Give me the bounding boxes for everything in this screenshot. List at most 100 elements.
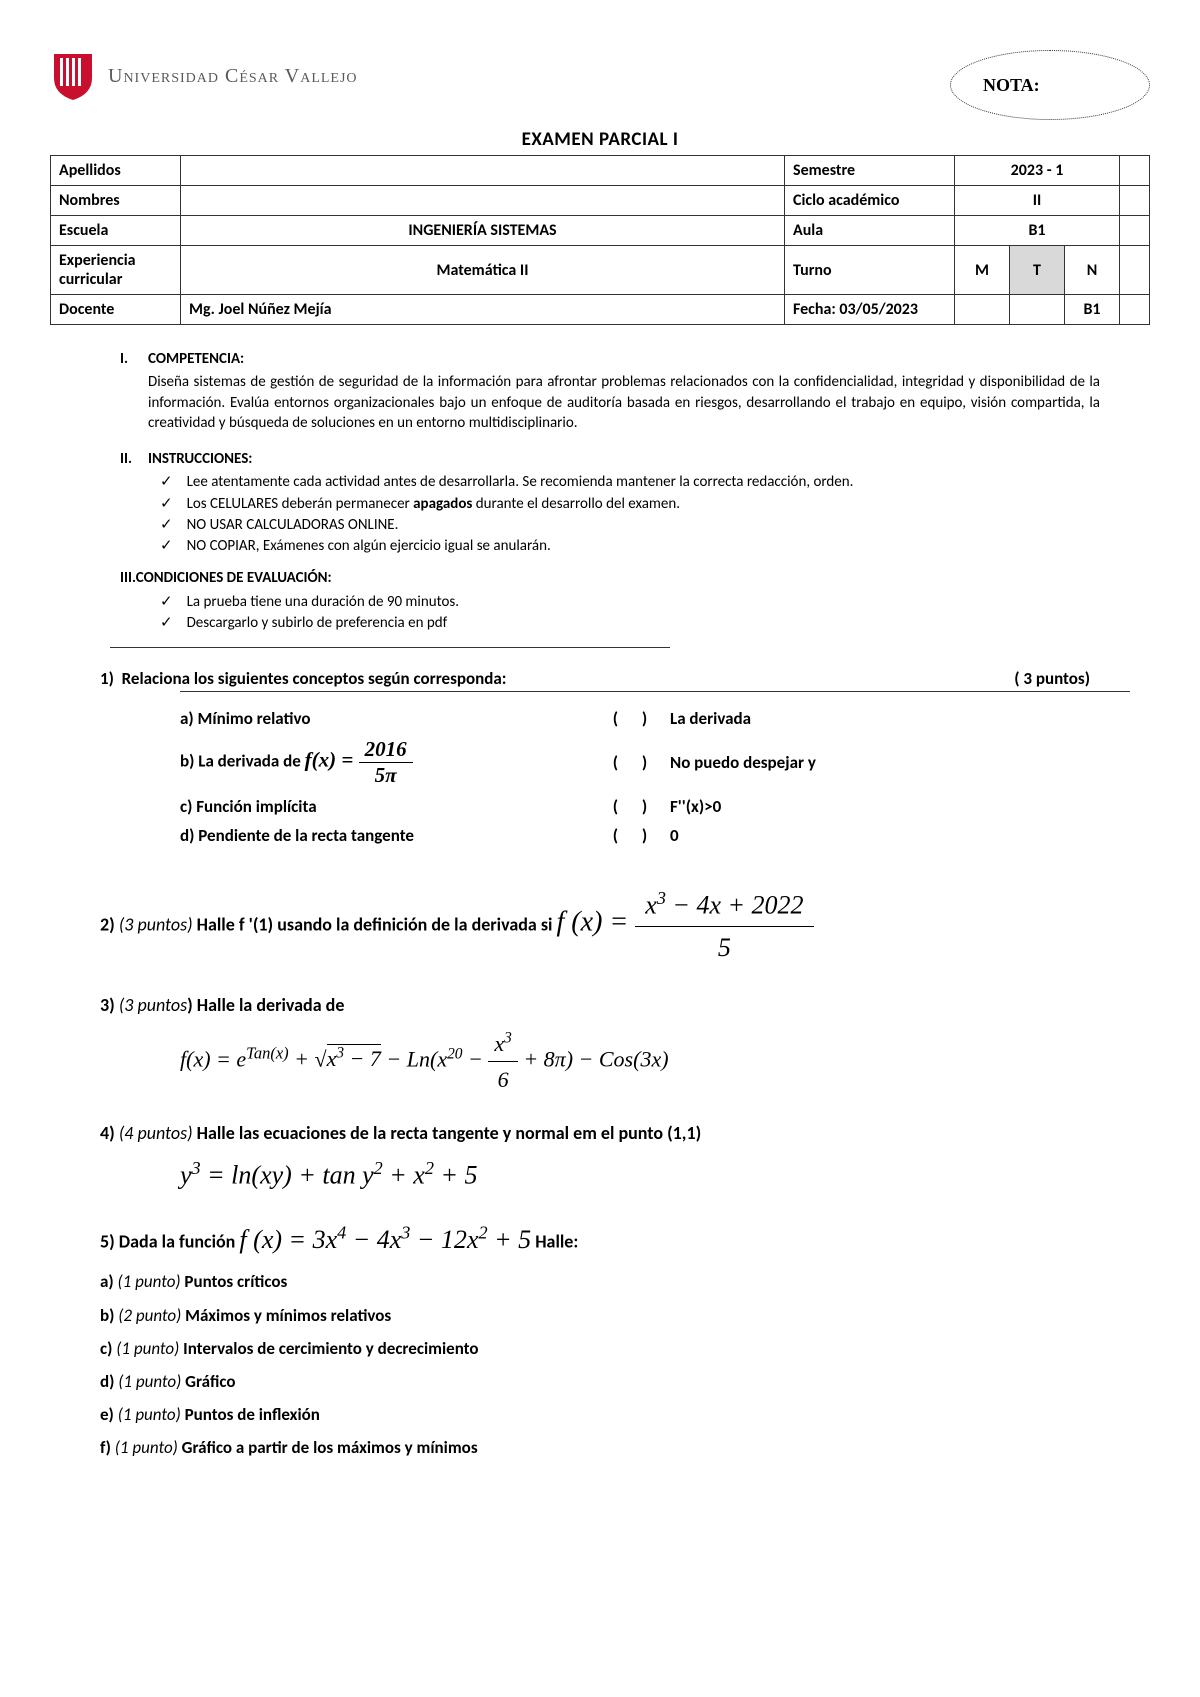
lbl-exp: Experiencia curricular: [51, 246, 181, 295]
paren: ( ): [600, 825, 670, 846]
q5-sublist: a) (1 punto) Puntos críticos b) (2 punto…: [100, 1268, 1130, 1461]
cell-blank: [955, 295, 1010, 325]
cell-blank: [1120, 156, 1150, 186]
page-header: Universidad César Vallejo NOTA:: [50, 50, 1150, 120]
instrucciones-section: II.INSTRUCCIONES: Lee atentamente cada a…: [120, 449, 1100, 556]
university-name: Universidad César Vallejo: [108, 65, 358, 88]
q4-pts: (4 puntos): [119, 1122, 197, 1144]
q5: 5) Dada la función f (x) = 3x4 − 4x3 − 1…: [100, 1218, 1130, 1461]
q3-pts: (3 puntos: [119, 994, 187, 1016]
condiciones-list: La prueba tiene una duración de 90 minut…: [160, 592, 1100, 634]
q5-pre: 5) Dada la función: [100, 1231, 239, 1253]
match-left: d) Pendiente de la recta tangente: [180, 825, 600, 846]
logo-block: Universidad César Vallejo: [50, 50, 358, 102]
cell-blank: [1120, 186, 1150, 216]
condiciones-heading: CONDICIONES DE EVALUACIÓN:: [136, 569, 332, 587]
val-semestre: 2023 - 1: [955, 156, 1120, 186]
table-row: Experiencia curricular Matemática II Tur…: [51, 246, 1150, 295]
q5-post: Halle:: [535, 1231, 578, 1253]
list-item: La prueba tiene una duración de 90 minut…: [160, 592, 1100, 612]
shield-logo-icon: [50, 50, 96, 102]
q3-num: 3): [100, 994, 119, 1016]
val-ciclo: II: [955, 186, 1120, 216]
q4-text: Halle las ecuaciones de la recta tangent…: [197, 1122, 702, 1144]
match-left: b) La derivada de f(x) = 20165π: [180, 737, 600, 788]
lbl-ciclo: Ciclo académico: [785, 186, 955, 216]
q2-text: Halle f '(1) usando la definición de la …: [197, 914, 557, 936]
match-left: c) Función implícita: [180, 796, 600, 817]
q5-d: d) (1 punto) Gráfico: [100, 1368, 1130, 1395]
info-table: Apellidos Semestre 2023 - 1 Nombres Cicl…: [50, 155, 1150, 325]
condiciones-section: III.CONDICIONES DE EVALUACIÓN: La prueba…: [120, 568, 1100, 633]
q4-num: 4): [100, 1122, 119, 1144]
lbl-turno: Turno: [785, 246, 955, 295]
val-aula: B1: [955, 216, 1120, 246]
lbl-semestre: Semestre: [785, 156, 955, 186]
nota-label: NOTA:: [983, 75, 1040, 96]
instrucciones-heading: INSTRUCCIONES:: [148, 450, 252, 468]
paren: ( ): [600, 796, 670, 817]
competencia-body: Diseña sistemas de gestión de seguridad …: [148, 372, 1100, 433]
match-row: c) Función implícita ( ) F''(x)>0: [180, 796, 1110, 817]
q1-points: ( 3 puntos): [1014, 668, 1090, 689]
list-item: NO USAR CALCULADORAS ONLINE.: [160, 515, 1100, 535]
q2-pts: (3 puntos): [119, 914, 197, 936]
val-escuela: INGENIERÍA SISTEMAS: [181, 216, 785, 246]
q1-match-box: a) Mínimo relativo ( ) La derivada b) La…: [180, 691, 1130, 862]
paren: ( ): [600, 752, 670, 773]
table-row: Escuela INGENIERÍA SISTEMAS Aula B1: [51, 216, 1150, 246]
val-apellidos: [181, 156, 785, 186]
lbl-fecha: Fecha: 03/05/2023: [785, 295, 955, 325]
match-row: d) Pendiente de la recta tangente ( ) 0: [180, 825, 1110, 846]
q4: 4) (4 puntos) Halle las ecuaciones de la…: [100, 1119, 1130, 1196]
turno-t: T: [1010, 246, 1065, 295]
q3: 3) (3 puntos) Halle la derivada de f(x) …: [100, 991, 1130, 1097]
q2-num: 2): [100, 914, 119, 936]
match-row: b) La derivada de f(x) = 20165π ( ) No p…: [180, 737, 1110, 788]
val-b1: B1: [1065, 295, 1120, 325]
q2-num-frac: x3 − 4x + 2022: [635, 884, 813, 927]
match-right: La derivada: [670, 708, 1110, 729]
cell-blank: [1120, 295, 1150, 325]
q5-e: e) (1 punto) Puntos de inflexión: [100, 1401, 1130, 1428]
val-nombres: [181, 186, 785, 216]
table-row: Apellidos Semestre 2023 - 1: [51, 156, 1150, 186]
q5-a: a) (1 punto) Puntos críticos: [100, 1268, 1130, 1295]
q5-f: f) (1 punto) Gráfico a partir de los máx…: [100, 1434, 1130, 1461]
list-item: Descargarlo y subirlo de preferencia en …: [160, 613, 1100, 633]
lbl-apellidos: Apellidos: [51, 156, 181, 186]
cell-blank: [1120, 246, 1150, 295]
grade-bubble: NOTA:: [950, 50, 1150, 120]
divider: [110, 647, 670, 648]
q1-prompt: Relaciona los siguientes conceptos según…: [122, 668, 507, 689]
table-row: Nombres Ciclo académico II: [51, 186, 1150, 216]
match-b-pre: b) La derivada de: [180, 751, 305, 772]
instrucciones-list: Lee atentamente cada actividad antes de …: [160, 472, 1100, 556]
q2-den-frac: 5: [708, 927, 741, 969]
cell-blank: [1010, 295, 1065, 325]
competencia-section: I.COMPETENCIA: Diseña sistemas de gestió…: [120, 349, 1100, 433]
q5-c: c) (1 punto) Intervalos de cercimiento y…: [100, 1335, 1130, 1362]
exam-title: EXAMEN PARCIAL I: [50, 128, 1150, 151]
match-row: a) Mínimo relativo ( ) La derivada: [180, 708, 1110, 729]
paren: ( ): [600, 708, 670, 729]
match-right: 0: [670, 825, 1110, 846]
turno-n: N: [1065, 246, 1120, 295]
list-item: Los CELULARES deberán permanecer apagado…: [160, 494, 1100, 514]
list-item: NO COPIAR, Exámenes con algún ejercicio …: [160, 536, 1100, 556]
q3-text: ) Halle la derivada de: [187, 994, 344, 1016]
val-exp: Matemática II: [181, 246, 785, 295]
lbl-docente: Docente: [51, 295, 181, 325]
table-row: Docente Mg. Joel Núñez Mejía Fecha: 03/0…: [51, 295, 1150, 325]
lbl-aula: Aula: [785, 216, 955, 246]
match-right: F''(x)>0: [670, 796, 1110, 817]
list-item: Lee atentamente cada actividad antes de …: [160, 472, 1100, 492]
match-right: No puedo despejar y: [670, 752, 1110, 773]
turno-m: M: [955, 246, 1010, 295]
q2: 2) (3 puntos) Halle f '(1) usando la def…: [100, 884, 1130, 969]
frac-num: 2016: [359, 737, 413, 763]
val-docente: Mg. Joel Núñez Mejía: [181, 295, 785, 325]
frac-den: 5π: [359, 763, 413, 788]
lbl-escuela: Escuela: [51, 216, 181, 246]
q1-header: 1) Relaciona los siguientes conceptos se…: [100, 668, 1090, 689]
